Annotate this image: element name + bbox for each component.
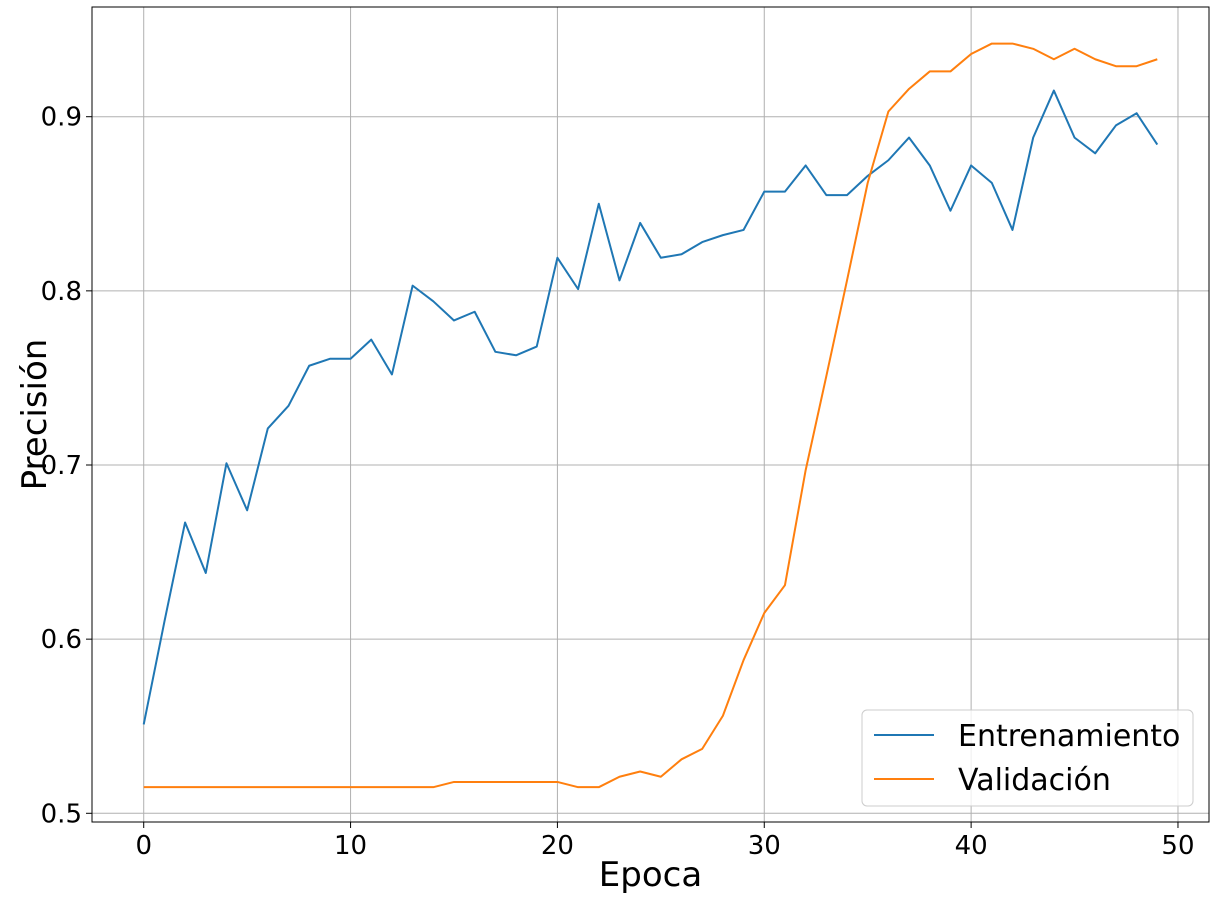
x-tick-label: 20: [541, 831, 574, 861]
x-axis-label: Epoca: [599, 855, 702, 895]
legend-box: [861, 709, 1194, 807]
legend-label-entrenamiento: Entrenamiento: [958, 719, 1180, 754]
x-tick-label: 40: [955, 831, 988, 861]
series-lines: [142, 42, 1159, 789]
plot-frame: [91, 6, 1210, 823]
y-tick-label: 0.7: [41, 451, 82, 481]
legend: Entrenamiento Validación: [861, 709, 1194, 807]
x-tick-label: 0: [135, 831, 152, 861]
y-tick-label: 0.8: [41, 277, 82, 307]
x-tick-label: 30: [748, 831, 781, 861]
y-tick-label: 0.6: [41, 625, 82, 655]
x-tick-label: 50: [1161, 831, 1194, 861]
axis-ticks: 0 10 20 30 40 50 0.5 0.6 0.7 0.8 0.9: [41, 103, 1195, 861]
grid-lines: [92, 7, 1209, 822]
y-axis-label: Precisión: [15, 339, 55, 491]
series-line-validacion: [143, 42, 1158, 789]
x-tick-label: 10: [334, 831, 367, 861]
legend-label-validacion: Validación: [958, 763, 1111, 798]
y-tick-label: 0.5: [41, 799, 82, 829]
y-tick-label: 0.9: [41, 103, 82, 133]
series-line-entrenamiento: [142, 89, 1159, 725]
